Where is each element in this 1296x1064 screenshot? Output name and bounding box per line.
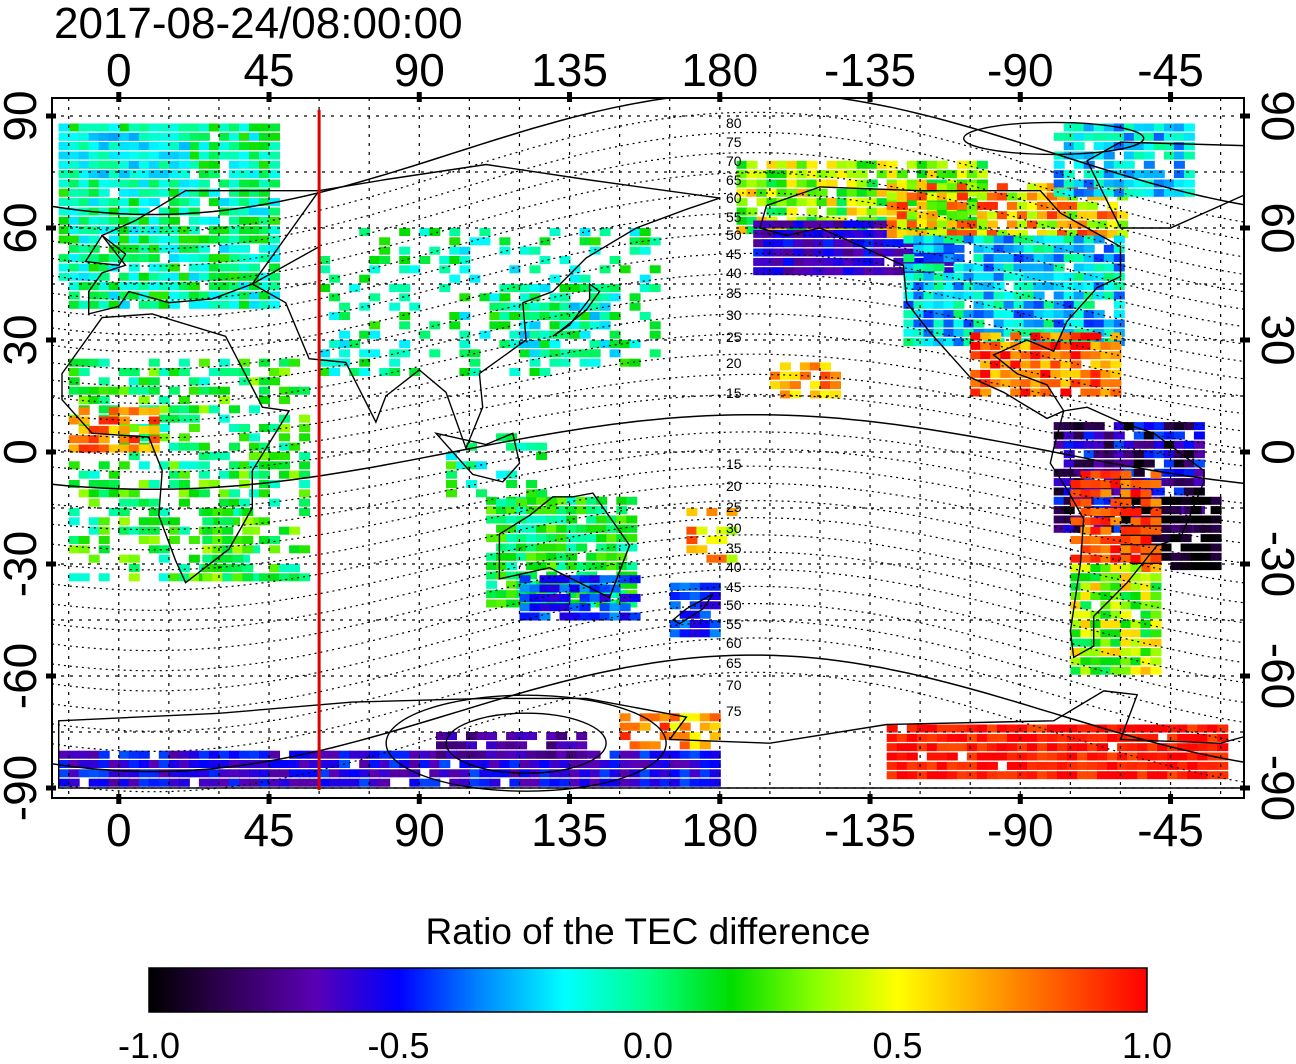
left-lat-tick-label: -60: [0, 643, 46, 709]
mag-lat-label: 55: [726, 616, 742, 632]
mag-lat-label: 15: [726, 385, 742, 401]
north-america-cells: [903, 235, 1125, 347]
greenland-cells: [1053, 123, 1195, 197]
mag-lat-label: 55: [726, 209, 742, 225]
mag-lat-label: 65: [726, 655, 742, 671]
south-america-coast: [1049, 406, 1205, 659]
top-lon-tick-label: 0: [106, 44, 132, 96]
colorbar-tick-label: 0.0: [623, 1025, 673, 1064]
right-lat-tick-label: -90: [1252, 755, 1296, 821]
colorbar-tick-label: 0.5: [872, 1025, 922, 1064]
mag-lat-label: 45: [726, 579, 742, 595]
pacific-south-cells: [686, 508, 738, 563]
bottom-lon-tick-label: 45: [243, 804, 294, 856]
arctic-europe-cells: [58, 123, 190, 179]
left-lat-tick-label: 90: [0, 90, 46, 141]
mag-lat-label: 70: [726, 153, 742, 169]
indonesia-coast: [434, 432, 521, 483]
right-lat-tick-label: 90: [1252, 90, 1296, 141]
mag-lat-label: 30: [726, 307, 742, 323]
left-lat-tick-label: -90: [0, 755, 46, 821]
mag-lat-label: 60: [726, 635, 742, 651]
australia-coast: [498, 492, 631, 599]
mag-lat-label: 40: [726, 265, 742, 281]
bottom-lon-tick-label: 90: [394, 804, 445, 856]
mag-lat-label: 50: [726, 597, 742, 613]
bottom-lon-tick-label: 135: [531, 804, 608, 856]
mag-lat-label: 30: [726, 520, 742, 536]
mag-lat-label: 50: [726, 227, 742, 243]
magnetic-latitude-labels: 80 75 70 65 60 55 50 45 40 35 30 25 20 15 15 20 25 30 35 40…: [726, 115, 742, 719]
new-zealand-coast: [671, 593, 714, 625]
axis-labels: 0 45 90 135 180 -135 -90 -45 0 45 90 135 180 -135 -90 -…: [0, 44, 1296, 856]
mag-lat-label: 65: [726, 172, 742, 188]
left-lat-tick-label: -30: [0, 531, 46, 597]
colorbar-tick-label: -0.5: [367, 1025, 429, 1064]
mag-lat-label: 20: [726, 478, 742, 494]
mag-lat-label: 25: [726, 329, 742, 345]
top-lon-tick-label: -135: [824, 44, 916, 96]
south-america-south-cells: [1070, 564, 1162, 675]
left-lat-tick-label: 30: [0, 314, 46, 365]
australia-south-cells: [519, 575, 641, 621]
central-america-cells: [970, 332, 1122, 397]
bottom-lon-tick-label: 0: [106, 804, 132, 856]
magnetic-latitude-contours: [52, 98, 1244, 793]
colorbar-tick-label: -1.0: [118, 1025, 180, 1064]
indonesia-cells: [446, 433, 558, 507]
right-lat-tick-label: 30: [1252, 314, 1296, 365]
mag-lat-label: 75: [726, 703, 742, 719]
top-lon-tick-label: 180: [681, 44, 758, 96]
right-lat-tick-label: -30: [1252, 531, 1296, 597]
colorbar-ticks: -1.0 -0.5 0.0 0.5 1.0: [118, 1025, 1172, 1064]
top-lon-tick-label: 45: [243, 44, 294, 96]
right-lat-tick-label: 0: [1252, 439, 1296, 465]
mag-lat-label: 40: [726, 559, 742, 575]
mag-lat-label: 75: [726, 134, 742, 150]
africa-coast: [61, 313, 291, 584]
colorbar: [148, 967, 1148, 1013]
left-lat-tick-label: 60: [0, 202, 46, 253]
mag-lat-label: 15: [726, 456, 742, 472]
ross-sea-cells: [619, 713, 721, 750]
top-lon-tick-label: -45: [1137, 44, 1203, 96]
top-lon-tick-label: 135: [531, 44, 608, 96]
west-africa-cells: [68, 407, 160, 453]
axis-ticks: [46, 92, 1250, 804]
mag-lat-label: 60: [726, 190, 742, 206]
right-lat-tick-label: 60: [1252, 202, 1296, 253]
bottom-lon-tick-label: -135: [824, 804, 916, 856]
left-lat-tick-label: 0: [0, 439, 46, 465]
right-lat-tick-label: -60: [1252, 643, 1296, 709]
japan-coast: [552, 282, 601, 337]
mag-lat-label: 35: [726, 540, 742, 556]
mag-lat-label: 45: [726, 246, 742, 262]
tec-data-layer: [58, 123, 1229, 787]
bottom-lon-tick-label: -45: [1137, 804, 1203, 856]
mag-lat-label: 70: [726, 677, 742, 693]
antarctica-coast: [58, 690, 1244, 789]
hawaii-cells: [769, 362, 841, 399]
mag-lat-label: 25: [726, 499, 742, 515]
timestamp-title: 2017-08-24/08:00:00: [54, 0, 463, 48]
mag-lat-label: 35: [726, 285, 742, 301]
colorbar-tick-label: 1.0: [1122, 1025, 1172, 1064]
bottom-lon-tick-label: 180: [681, 804, 758, 856]
graticule: [52, 98, 1244, 798]
colorbar-title: Ratio of the TEC difference: [426, 911, 871, 952]
mag-lat-label: 20: [726, 355, 742, 371]
mag-lat-label: 80: [726, 115, 742, 131]
bottom-lon-tick-label: -90: [987, 804, 1053, 856]
top-lon-tick-label: -90: [987, 44, 1053, 96]
top-lon-tick-label: 90: [394, 44, 445, 96]
asia-coast: [251, 163, 721, 451]
